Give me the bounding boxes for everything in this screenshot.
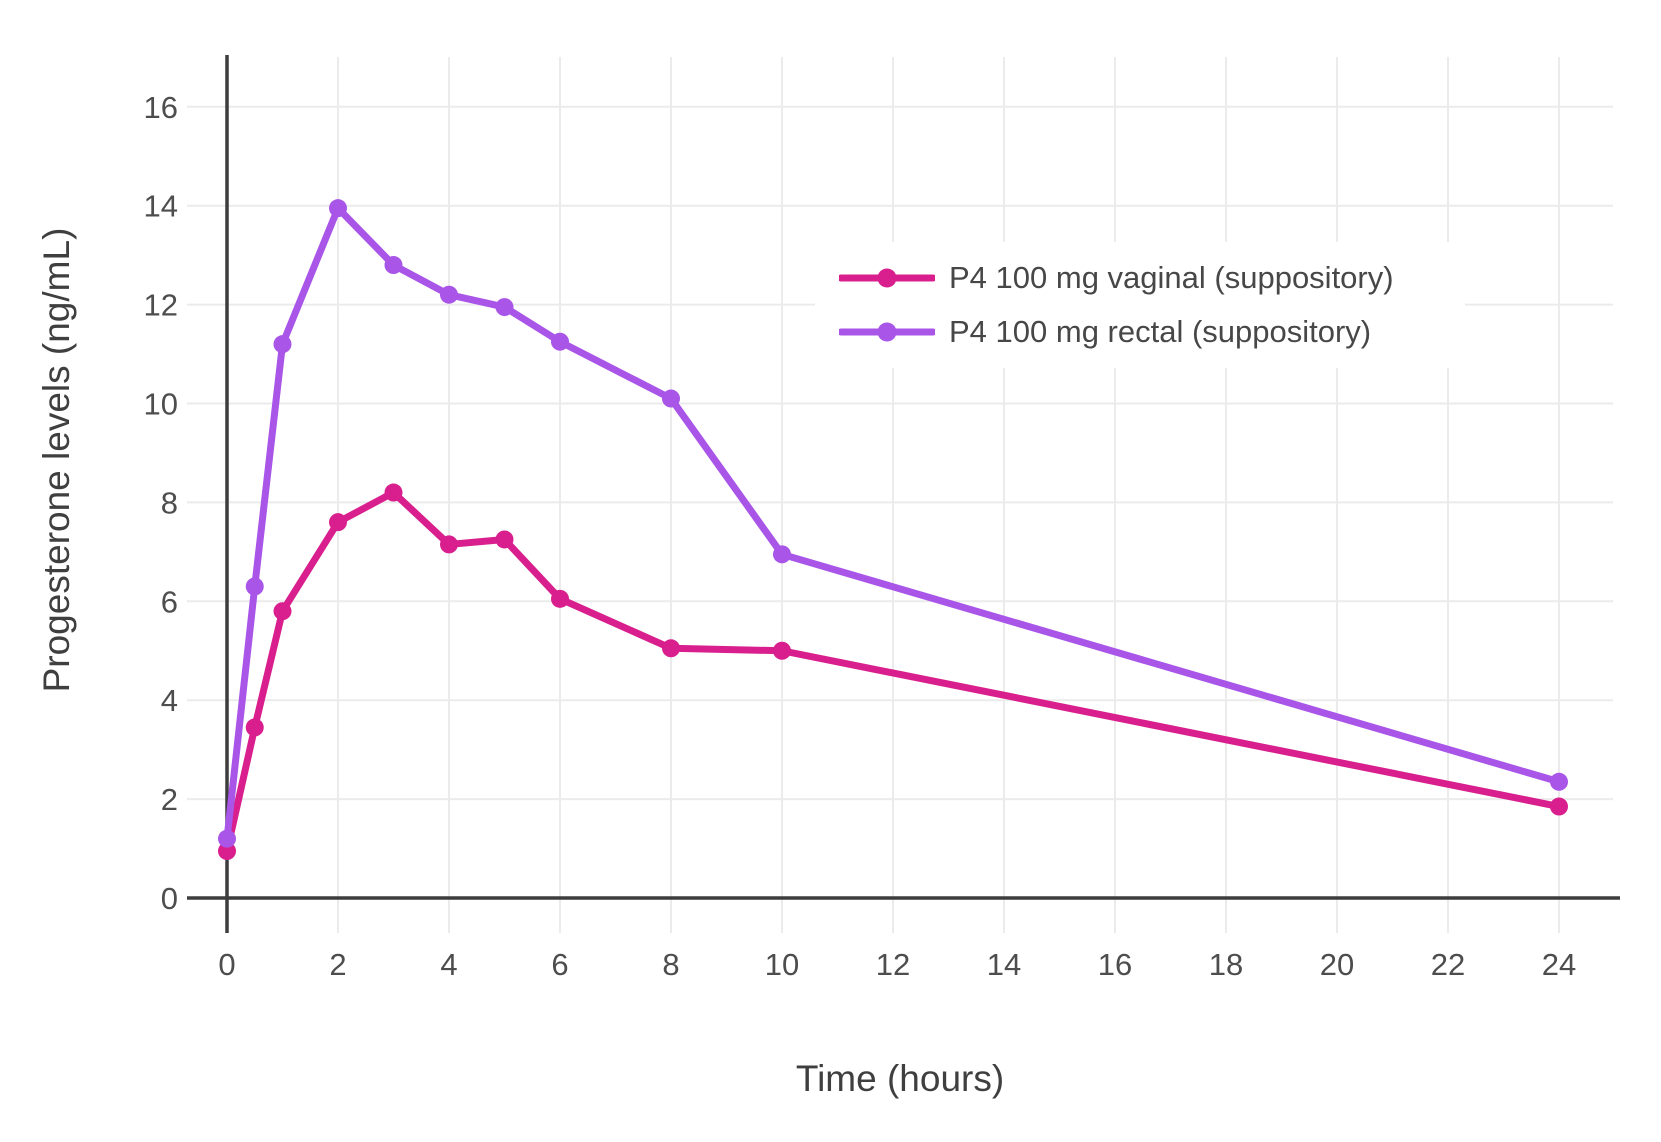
data-point-vaginal <box>1550 797 1568 816</box>
x-tick-label: 0 <box>218 947 235 982</box>
data-point-rectal <box>495 298 514 317</box>
legend-label-rectal: P4 100 mg rectal (suppository) <box>949 314 1372 349</box>
data-point-rectal <box>662 389 680 408</box>
y-tick-label: 14 <box>144 189 178 224</box>
y-tick-label: 10 <box>144 387 178 422</box>
data-point-rectal <box>384 256 403 275</box>
x-tick-label: 18 <box>1209 947 1243 982</box>
data-point-vaginal <box>384 483 403 502</box>
x-tick-label: 8 <box>662 947 679 982</box>
data-point-vaginal <box>329 513 347 532</box>
data-point-rectal <box>551 332 569 351</box>
x-tick-label: 24 <box>1542 947 1576 982</box>
y-tick-label: 0 <box>161 881 178 916</box>
data-point-vaginal <box>218 842 236 861</box>
data-point-vaginal <box>662 639 680 658</box>
data-point-vaginal <box>440 535 458 554</box>
y-tick-label: 2 <box>161 782 178 817</box>
data-point-vaginal <box>273 602 292 621</box>
y-tick-label: 6 <box>161 584 178 619</box>
data-point-vaginal <box>245 718 264 737</box>
x-tick-label: 12 <box>876 947 910 982</box>
data-point-vaginal <box>551 589 569 608</box>
y-tick-label: 4 <box>161 683 178 718</box>
y-axis-title: Progesterone levels (ng/mL) <box>36 227 77 693</box>
data-point-rectal <box>329 199 347 218</box>
legend: P4 100 mg vaginal (suppository) P4 100 m… <box>815 242 1465 368</box>
data-point-vaginal <box>773 641 791 660</box>
y-tick-label: 16 <box>144 90 178 125</box>
data-point-rectal <box>218 829 236 848</box>
x-tick-label: 2 <box>329 947 346 982</box>
data-point-vaginal <box>495 530 514 549</box>
data-point-rectal <box>773 545 791 564</box>
data-point-rectal <box>245 577 264 596</box>
x-tick-label: 16 <box>1098 947 1132 982</box>
x-tick-label: 22 <box>1431 947 1465 982</box>
data-point-rectal <box>440 285 458 304</box>
data-point-rectal <box>1550 772 1568 791</box>
x-tick-label: 6 <box>551 947 568 982</box>
x-tick-label: 4 <box>440 947 457 982</box>
legend-label-vaginal: P4 100 mg vaginal (suppository) <box>949 260 1394 295</box>
y-tick-label: 8 <box>161 485 178 520</box>
y-tick-label: 12 <box>144 288 178 323</box>
legend-item-rectal: P4 100 mg rectal (suppository) <box>839 314 1441 350</box>
legend-marker-rectal-icon <box>839 322 935 342</box>
legend-marker-vaginal-icon <box>839 268 935 288</box>
x-tick-label: 20 <box>1320 947 1354 982</box>
x-tick-label: 10 <box>765 947 799 982</box>
data-point-rectal <box>273 335 292 354</box>
x-axis-title: Time (hours) <box>795 1058 1005 1099</box>
x-tick-label: 14 <box>987 947 1021 982</box>
legend-item-vaginal: P4 100 mg vaginal (suppository) <box>839 260 1441 296</box>
